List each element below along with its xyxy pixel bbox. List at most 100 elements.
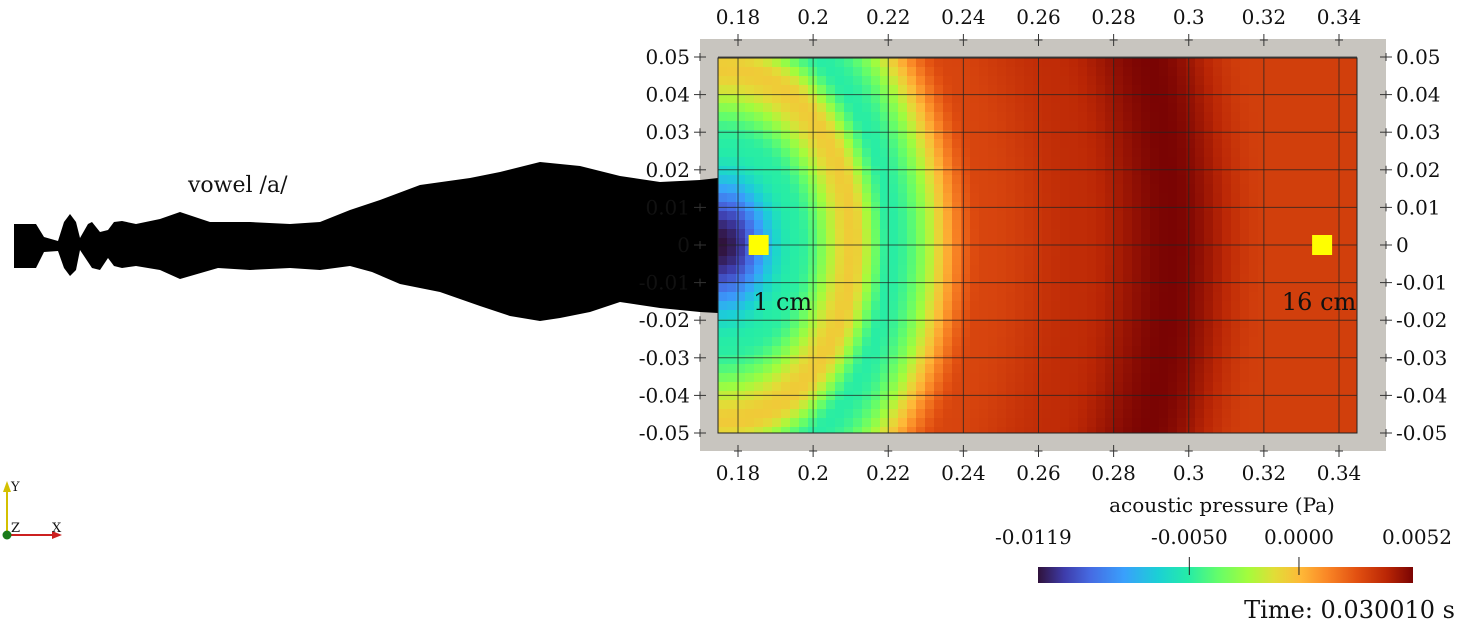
field-cell	[1321, 211, 1331, 221]
field-cell	[979, 427, 989, 433]
field-cell	[1033, 175, 1043, 185]
field-cell	[970, 94, 980, 104]
field-cell	[1303, 346, 1313, 356]
field-cell	[934, 229, 944, 239]
field-cell	[1123, 346, 1133, 356]
field-cell	[1222, 265, 1232, 275]
field-cell	[898, 121, 908, 131]
field-cell	[1303, 211, 1313, 221]
field-cell	[853, 220, 863, 230]
field-cell	[1231, 85, 1241, 95]
field-cell	[1015, 202, 1025, 212]
field-cell	[1204, 193, 1214, 203]
field-cell	[970, 337, 980, 347]
field-cell	[817, 94, 827, 104]
field-cell	[961, 310, 971, 320]
field-cell	[1123, 103, 1133, 113]
field-cell	[1123, 337, 1133, 347]
field-cell	[1060, 238, 1070, 248]
field-cell	[799, 184, 809, 194]
field-cell	[1213, 193, 1223, 203]
field-cell	[1132, 265, 1142, 275]
field-cell	[916, 373, 926, 383]
field-cell	[925, 382, 935, 392]
field-cell	[979, 274, 989, 284]
field-cell	[799, 256, 809, 266]
field-cell	[1069, 301, 1079, 311]
field-cell	[1159, 94, 1169, 104]
field-cell	[1222, 202, 1232, 212]
field-cell	[1231, 211, 1241, 221]
field-cell	[772, 274, 782, 284]
field-cell	[1006, 238, 1016, 248]
field-cell	[916, 346, 926, 356]
field-cell	[1204, 427, 1214, 433]
field-cell	[943, 211, 953, 221]
field-cell	[1285, 94, 1295, 104]
field-cell	[835, 184, 845, 194]
field-cell	[1123, 130, 1133, 140]
field-cell	[727, 121, 737, 131]
field-cell	[1213, 418, 1223, 428]
field-cell	[1033, 328, 1043, 338]
field-cell	[844, 229, 854, 239]
field-cell	[1186, 94, 1196, 104]
field-cell	[1285, 418, 1295, 428]
colorbar-title: acoustic pressure (Pa)	[1109, 493, 1335, 517]
field-cell	[1339, 157, 1349, 167]
field-cell	[1015, 175, 1025, 185]
field-cell	[1033, 346, 1043, 356]
field-cell	[799, 274, 809, 284]
field-cell	[1339, 247, 1349, 257]
field-cell	[799, 301, 809, 311]
field-cell	[1141, 67, 1151, 77]
field-cell	[790, 310, 800, 320]
field-cell	[1303, 139, 1313, 149]
field-cell	[1123, 373, 1133, 383]
field-cell	[1276, 220, 1286, 230]
field-cell	[934, 193, 944, 203]
field-cell	[1051, 265, 1061, 275]
field-cell	[916, 355, 926, 365]
field-cell	[1150, 193, 1160, 203]
field-cell	[1285, 283, 1295, 293]
field-cell	[727, 265, 737, 275]
field-cell	[880, 346, 890, 356]
field-cell	[718, 265, 728, 275]
field-cell	[736, 301, 746, 311]
field-cell	[790, 346, 800, 356]
field-cell	[916, 229, 926, 239]
field-cell	[1267, 301, 1277, 311]
field-cell	[898, 103, 908, 113]
field-cell	[826, 283, 836, 293]
field-cell	[844, 427, 854, 433]
field-cell	[970, 265, 980, 275]
field-cell	[943, 76, 953, 86]
field-cell	[1150, 265, 1160, 275]
field-cell	[1150, 220, 1160, 230]
field-cell	[1060, 310, 1070, 320]
field-cell	[799, 355, 809, 365]
field-cell	[1051, 337, 1061, 347]
field-cell	[790, 121, 800, 131]
field-cell	[1150, 373, 1160, 383]
field-cell	[1159, 409, 1169, 419]
field-cell	[853, 355, 863, 365]
field-cell	[988, 211, 998, 221]
field-cell	[943, 346, 953, 356]
field-cell	[1258, 364, 1268, 374]
field-cell	[1231, 418, 1241, 428]
field-cell	[934, 292, 944, 302]
colorbar-tick-label: -0.0119	[995, 525, 1072, 549]
field-cell	[1114, 184, 1124, 194]
field-cell	[1186, 355, 1196, 365]
field-cell	[952, 418, 962, 428]
field-cell	[1078, 346, 1088, 356]
field-cell	[790, 193, 800, 203]
field-cell	[952, 148, 962, 158]
field-cell	[1168, 211, 1178, 221]
field-cell	[916, 265, 926, 275]
field-cell	[1015, 184, 1025, 194]
field-cell	[1285, 130, 1295, 140]
field-cell	[1060, 247, 1070, 257]
